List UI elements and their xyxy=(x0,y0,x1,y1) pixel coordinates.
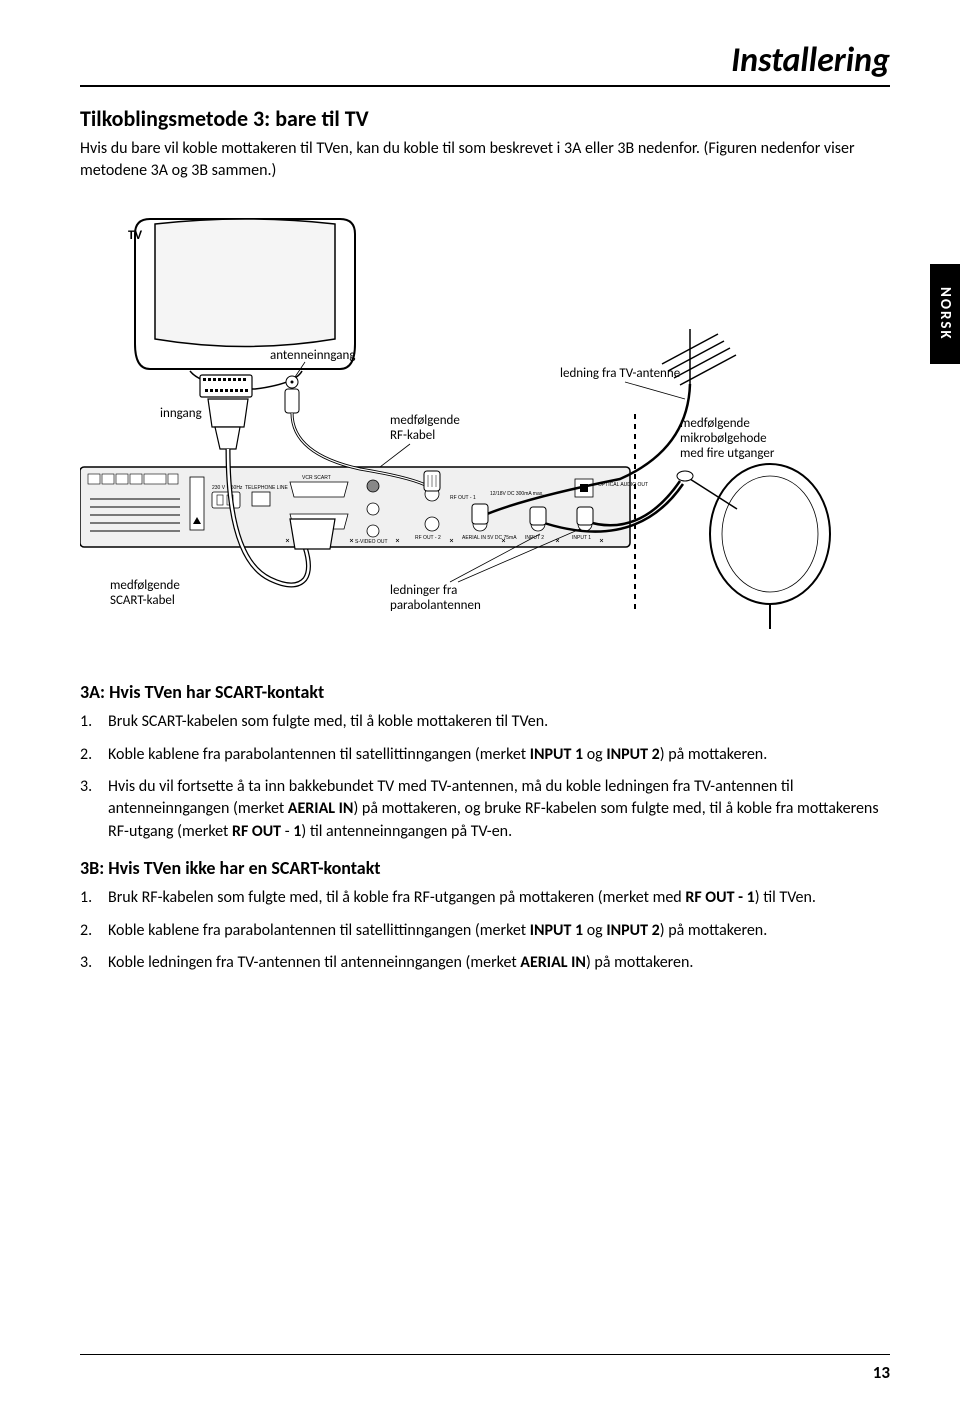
steps-3b: 1.Bruk RF-kabelen som fulgte med, til å … xyxy=(80,887,890,974)
label-antenneinngang: antenneinngang xyxy=(270,348,355,363)
svg-text:RF OUT - 2: RF OUT - 2 xyxy=(415,535,441,541)
label-inngang: inngang xyxy=(160,406,202,421)
svg-text:AERIAL IN 5V DC 75mA: AERIAL IN 5V DC 75mA xyxy=(462,535,517,541)
label-lnb-l1: medfølgende xyxy=(680,416,750,431)
step-3b-3: 3.Koble ledningen fra TV-antennen til an… xyxy=(80,952,890,974)
svg-text:INPUT 1: INPUT 1 xyxy=(572,535,591,541)
connection-diagram: TV inngang antenneinngang ledning fra TV… xyxy=(80,199,890,659)
step-3b-2: 2.Koble kablene fra parabolantennen til … xyxy=(80,920,890,942)
svg-text:TELEPHONE LINE: TELEPHONE LINE xyxy=(245,485,288,491)
tv-icon xyxy=(135,219,355,397)
label-parabol-l1: ledninger fra xyxy=(390,583,457,598)
label-parabol-l2: parabolantennen xyxy=(390,598,481,613)
label-rf-l2: RF-kabel xyxy=(390,428,435,443)
intro-text: Hvis du bare vil koble mottakeren til TV… xyxy=(80,138,890,181)
footer-rule xyxy=(80,1354,890,1355)
label-lnb-l2: mikrobølgehode xyxy=(680,431,767,446)
label-rf-l1: medfølgende xyxy=(390,413,460,428)
label-tv-antenna-lead: ledning fra TV-antenne xyxy=(560,366,680,381)
svg-text:RF OUT - 1: RF OUT - 1 xyxy=(450,495,476,501)
dish-icon xyxy=(677,464,830,629)
title-rule xyxy=(80,85,890,87)
label-lnb-l3: med fire utganger xyxy=(680,446,775,461)
step-3a-1: 1.Bruk SCART-kabelen som fulgte med, til… xyxy=(80,711,890,733)
step-3a-2: 2.Koble kablene fra parabolantennen til … xyxy=(80,744,890,766)
section-heading: Tilkoblingsmetode 3: bare til TV xyxy=(80,105,890,132)
svg-text:S-VIDEO OUT: S-VIDEO OUT xyxy=(355,539,388,545)
label-tv: TV xyxy=(128,228,142,243)
label-scart-l2: SCART-kabel xyxy=(110,593,175,608)
subheading-3a: 3A: Hvis TVen har SCART-kontakt xyxy=(80,681,890,703)
step-3b-1: 1.Bruk RF-kabelen som fulgte med, til å … xyxy=(80,887,890,909)
page-title: Installering xyxy=(80,40,890,81)
subheading-3b: 3B: Hvis TVen ikke har en SCART-kontakt xyxy=(80,857,890,879)
label-scart-l1: medfølgende xyxy=(110,578,180,593)
svg-text:12/18V DC 300mA max.: 12/18V DC 300mA max. xyxy=(490,491,544,497)
language-tab: NORSK xyxy=(930,264,960,364)
step-3a-3: 3.Hvis du vil fortsette å ta inn bakkebu… xyxy=(80,776,890,843)
page-number: 13 xyxy=(873,1362,890,1383)
steps-3a: 1.Bruk SCART-kabelen som fulgte med, til… xyxy=(80,711,890,843)
svg-text:VCR SCART: VCR SCART xyxy=(302,475,331,481)
receiver-icon: 230 V ~ 50Hz TELEPHONE LINE VCR SCART TV… xyxy=(80,467,648,547)
